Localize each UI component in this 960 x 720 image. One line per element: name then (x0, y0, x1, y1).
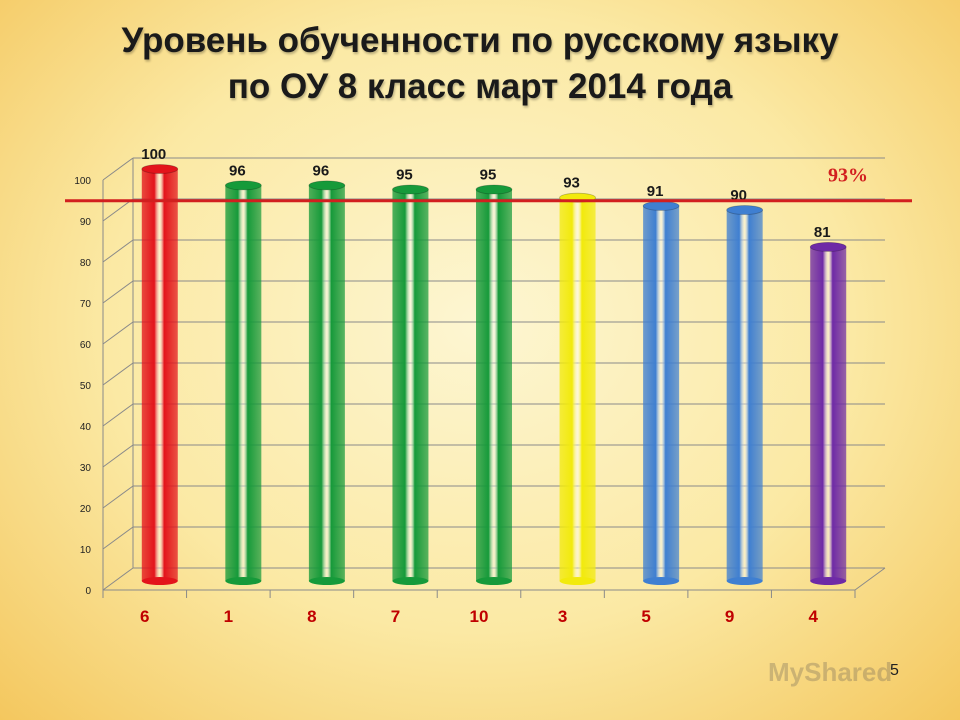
gridline-side (102, 526, 134, 550)
x-tick-label: 1 (224, 607, 233, 626)
x-tick-label: 4 (808, 607, 818, 626)
bar-9 (726, 210, 763, 581)
bar-base (726, 577, 763, 585)
x-tick-label: 5 (641, 607, 650, 626)
reference-label: 93% (828, 165, 868, 187)
bar-6 (141, 169, 178, 581)
x-tick-label: 10 (470, 607, 489, 626)
bar-3 (559, 197, 596, 581)
page-number: 5 (890, 662, 899, 679)
data-label: 91 (647, 183, 664, 200)
y-tick-label: 60 (80, 340, 92, 351)
bar-base (225, 577, 262, 585)
bar-5 (643, 205, 680, 581)
bar-top (392, 184, 429, 195)
bar-top (642, 200, 680, 211)
gridline-side (102, 198, 134, 222)
y-tick-label: 40 (80, 422, 92, 433)
data-label: 95 (396, 167, 413, 184)
bar-top (141, 164, 179, 174)
chart-title: Уровень обученности по русскому языку по… (0, 18, 960, 110)
data-label: 95 (480, 167, 497, 184)
gridline-side (102, 567, 134, 591)
data-label: 96 (313, 162, 330, 179)
y-tick-label: 70 (80, 299, 92, 310)
bar-base (308, 577, 345, 585)
x-tick-label: 8 (307, 607, 316, 626)
bar-top (224, 180, 262, 191)
bar-base (559, 577, 596, 585)
watermark-logo: MyShared (768, 657, 893, 687)
bar-base (392, 577, 429, 585)
y-tick-label: 30 (80, 463, 92, 474)
y-tick-label: 90 (80, 217, 92, 228)
bar-top (809, 241, 847, 252)
data-label: 81 (814, 224, 831, 241)
gridline-side (102, 403, 134, 427)
floor-right (854, 567, 886, 591)
data-label: 100 (141, 146, 166, 163)
y-tick-label: 80 (80, 258, 92, 269)
y-tick-label: 100 (74, 176, 91, 187)
bar-base (643, 577, 680, 585)
bar-base (476, 577, 512, 585)
bar-7 (392, 189, 429, 581)
title-line-2: по ОУ 8 класс март 2014 года (227, 67, 733, 106)
x-tick-label: 7 (391, 607, 400, 626)
gridline-side (102, 485, 134, 509)
y-tick-label: 10 (80, 545, 92, 556)
data-label: 93 (563, 175, 580, 192)
bar-base (141, 577, 178, 585)
gridline-side (102, 239, 134, 263)
gridline-side (102, 157, 134, 181)
title-line-1: Уровень обученности по русскому языку (121, 21, 839, 60)
x-tick-label: 9 (725, 607, 734, 626)
bar-top (308, 180, 346, 191)
bar-10 (476, 189, 512, 581)
y-tick-label: 0 (85, 586, 91, 597)
gridline-side (102, 280, 134, 304)
gridline-side (102, 444, 134, 468)
x-tick-label: 3 (558, 607, 567, 626)
bar-4 (810, 246, 847, 581)
bar-1 (225, 185, 262, 581)
gridline-side (102, 362, 134, 386)
gridline-side (102, 321, 134, 345)
bar-base (810, 577, 847, 585)
y-tick-label: 50 (80, 381, 92, 392)
bar-top (726, 205, 764, 215)
y-tick-label: 20 (80, 504, 92, 515)
bar-8 (308, 185, 345, 581)
data-label: 96 (229, 162, 246, 179)
bar-top (475, 184, 513, 195)
x-tick-label: 6 (140, 607, 149, 626)
